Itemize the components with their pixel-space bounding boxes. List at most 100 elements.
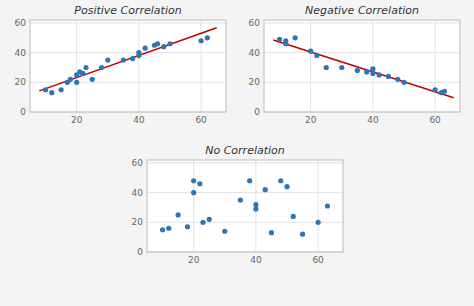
y-tick-label: 40 bbox=[249, 48, 261, 58]
scatter-point bbox=[253, 206, 258, 211]
scatter-point bbox=[99, 65, 104, 70]
y-tick-label: 40 bbox=[15, 48, 27, 58]
scatter-point bbox=[314, 53, 319, 58]
x-tick-label: 60 bbox=[429, 115, 441, 125]
grid-line-y bbox=[147, 222, 343, 223]
panel-title: Negative Correlation bbox=[305, 4, 419, 17]
x-tick-label: 40 bbox=[250, 255, 262, 265]
scatter-point bbox=[278, 178, 283, 183]
scatter-point bbox=[59, 87, 64, 92]
scatter-point bbox=[300, 232, 305, 237]
scatter-point bbox=[377, 72, 382, 77]
scatter-point bbox=[247, 178, 252, 183]
scatter-point bbox=[105, 57, 110, 62]
x-tick-label: 40 bbox=[133, 115, 145, 125]
grid-line-y bbox=[30, 52, 226, 53]
scatter-point bbox=[238, 197, 243, 202]
scatter-point bbox=[293, 35, 298, 40]
x-tick-label: 20 bbox=[71, 115, 83, 125]
x-tick-label: 20 bbox=[188, 255, 200, 265]
y-tick-label: 60 bbox=[249, 18, 261, 28]
scatter-point bbox=[155, 41, 160, 46]
scatter-point bbox=[166, 226, 171, 231]
panel-title: Positive Correlation bbox=[74, 4, 181, 17]
scatter-point bbox=[263, 187, 268, 192]
scatter-point bbox=[185, 224, 190, 229]
scatter-point bbox=[433, 87, 438, 92]
panel: 20 40 60 0 20 40 60 Positive Correlation bbox=[15, 4, 226, 125]
y-tick-label: 40 bbox=[132, 188, 144, 198]
grid-line-y bbox=[147, 192, 343, 193]
scatter-point bbox=[197, 181, 202, 186]
grid-line-y bbox=[30, 82, 226, 83]
scatter-point bbox=[161, 44, 166, 49]
x-tick-label: 60 bbox=[312, 255, 324, 265]
scatter-point bbox=[83, 65, 88, 70]
scatter-point bbox=[355, 68, 360, 73]
grid-line-x bbox=[310, 20, 311, 112]
x-tick-label: 60 bbox=[195, 115, 207, 125]
scatter-point bbox=[167, 41, 172, 46]
grid-line-x bbox=[76, 20, 77, 112]
grid-line-y bbox=[264, 82, 460, 83]
scatter-point bbox=[291, 214, 296, 219]
scatter-point bbox=[222, 229, 227, 234]
scatter-point bbox=[143, 46, 148, 51]
grid-line-x bbox=[193, 160, 194, 252]
plot-background bbox=[30, 20, 226, 112]
scatter-point bbox=[442, 89, 447, 94]
panel-title: No Correlation bbox=[205, 144, 285, 157]
scatter-point bbox=[370, 66, 375, 71]
scatter-point bbox=[401, 80, 406, 85]
panel: 2040600204060No Correlation bbox=[132, 144, 343, 265]
y-tick-label: 20 bbox=[15, 77, 27, 87]
scatter-point bbox=[308, 49, 313, 54]
scatter-point bbox=[284, 184, 289, 189]
scatter-point bbox=[283, 41, 288, 46]
grid-line-x bbox=[138, 20, 139, 112]
scatter-point bbox=[269, 230, 274, 235]
y-tick-label: 60 bbox=[132, 158, 144, 168]
scatter-point bbox=[199, 38, 204, 43]
scatter-point bbox=[205, 35, 210, 40]
grid-line-y bbox=[147, 162, 343, 163]
scatter-point bbox=[130, 56, 135, 61]
plot-background bbox=[147, 160, 343, 252]
scatter-point bbox=[49, 90, 54, 95]
plot-frame bbox=[147, 160, 343, 252]
scatter-point bbox=[121, 57, 126, 62]
scatter-point bbox=[277, 37, 282, 42]
fit-line bbox=[273, 40, 453, 98]
plot-background bbox=[264, 20, 460, 112]
grid-line-x bbox=[435, 20, 436, 112]
data-area bbox=[39, 28, 216, 96]
grid-line-x bbox=[372, 20, 373, 112]
scatter-point bbox=[207, 217, 212, 222]
data-area bbox=[160, 178, 330, 237]
scatter-point bbox=[316, 220, 321, 225]
grid-line-y bbox=[264, 52, 460, 53]
scatter-point bbox=[68, 77, 73, 82]
y-tick-label: 0 bbox=[254, 107, 260, 117]
plot-frame bbox=[264, 20, 460, 112]
scatter-point bbox=[191, 190, 196, 195]
scatter-point bbox=[191, 178, 196, 183]
scatter-point bbox=[176, 212, 181, 217]
grid-line-x bbox=[318, 160, 319, 252]
scatter-point bbox=[136, 50, 141, 55]
x-tick-label: 40 bbox=[367, 115, 379, 125]
y-tick-label: 60 bbox=[15, 18, 27, 28]
data-area bbox=[273, 35, 453, 98]
scatter-point bbox=[324, 65, 329, 70]
grid-line-y bbox=[264, 22, 460, 23]
y-tick-label: 0 bbox=[20, 107, 26, 117]
scatter-point bbox=[253, 202, 258, 207]
plot-frame bbox=[30, 20, 226, 112]
scatter-point bbox=[80, 71, 85, 76]
chart-canvas: 20 40 60 0 20 40 60 Positive Correlation 20 40 60 0… bbox=[0, 0, 474, 306]
grid-line-y bbox=[30, 22, 226, 23]
y-tick-label: 20 bbox=[132, 217, 144, 227]
scatter-point bbox=[395, 77, 400, 82]
scatter-point bbox=[160, 227, 165, 232]
scatter-point bbox=[43, 87, 48, 92]
